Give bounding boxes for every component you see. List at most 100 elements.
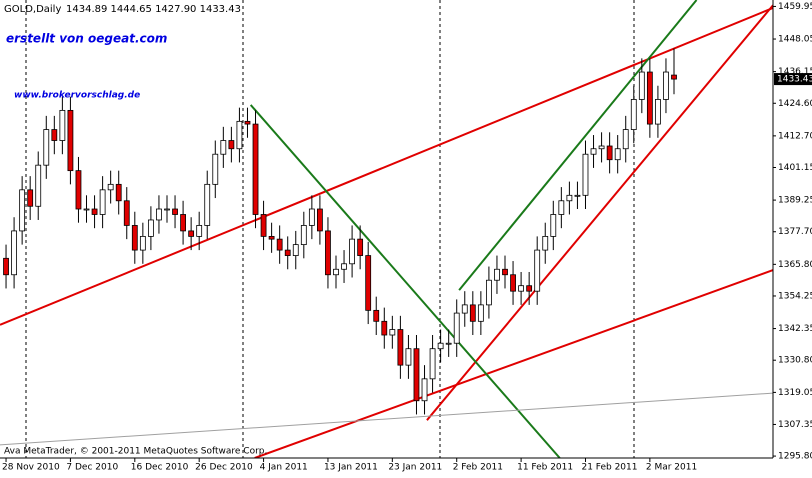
y-tick-label: 1401.15	[778, 163, 812, 173]
candle-body	[244, 120, 251, 125]
candle-body	[437, 342, 444, 350]
candle-body	[646, 71, 653, 125]
candle-body	[655, 99, 661, 125]
candle-body	[606, 145, 613, 161]
candle-body	[300, 225, 307, 246]
footer: Ava MetaTrader, © 2001-2011 MetaQuotes S…	[4, 447, 267, 457]
candle-body	[349, 238, 355, 265]
candle-body	[67, 109, 74, 172]
candle-body	[3, 257, 9, 276]
candle-body	[236, 120, 243, 150]
candle-body	[469, 304, 476, 322]
candle-body	[405, 348, 412, 366]
candle-body	[19, 189, 26, 232]
trendline	[249, 104, 561, 458]
candle-body	[131, 225, 138, 251]
candle-body	[502, 268, 508, 276]
candle-body	[91, 208, 98, 215]
y-tick-label: 1459.95	[778, 2, 812, 12]
candle-body	[558, 200, 565, 215]
y-tick-label: 1365.80	[778, 260, 812, 270]
x-tick-label: 4 Jan 2011	[260, 463, 308, 473]
candle-body	[220, 140, 227, 155]
candle-body	[284, 249, 291, 256]
candle-body	[614, 148, 621, 161]
candle-body	[566, 194, 573, 202]
candles	[3, 48, 677, 415]
candle-body	[526, 285, 533, 292]
x-tick-label: 2 Feb 2011	[453, 463, 503, 473]
candle-body	[139, 235, 146, 251]
x-tick-label: 26 Dec 2010	[195, 463, 253, 473]
candle-body	[486, 279, 492, 306]
candle-body	[147, 219, 154, 237]
candle-body	[622, 129, 629, 150]
candle-body	[333, 268, 339, 276]
y-tick-label: 1342.35	[778, 324, 812, 334]
y-tick-label: 1319.05	[778, 388, 812, 398]
candle-body	[671, 74, 677, 80]
candle-body	[494, 268, 500, 281]
candle-body	[59, 109, 66, 141]
candle-body	[574, 194, 581, 197]
candle-body	[638, 71, 645, 100]
candle-body	[27, 189, 34, 207]
x-tick-label: 16 Dec 2010	[131, 463, 189, 473]
y-tick-label: 1377.70	[778, 227, 812, 237]
candle-body	[156, 208, 162, 221]
candle-body	[445, 342, 452, 345]
candle-body	[413, 348, 420, 402]
candle-body	[115, 183, 122, 202]
trendline	[0, 392, 773, 446]
candle-body	[11, 230, 17, 276]
candle-body	[204, 183, 211, 226]
x-tick-label: 13 Jan 2011	[324, 463, 378, 473]
annotation: erstellt von oegeat.com	[6, 32, 167, 46]
candle-body	[365, 255, 372, 311]
candle-body	[317, 208, 323, 232]
candle-body	[123, 200, 130, 226]
candle-body	[268, 235, 275, 240]
candle-body	[164, 208, 170, 211]
candle-body	[590, 148, 597, 155]
chart-title: GOLD,Daily	[4, 4, 61, 15]
candle-body	[373, 309, 380, 322]
y-tick-label: 1412.70	[778, 131, 812, 141]
y-tick-label: 1307.35	[778, 420, 812, 430]
x-tick-label: 23 Jan 2011	[388, 463, 442, 473]
candle-body	[325, 230, 331, 276]
candle-body	[180, 214, 186, 232]
annotation: www.brokervorschlag.de	[14, 91, 140, 101]
price-label: 1433.43	[777, 75, 812, 85]
x-tick-label: 28 Nov 2010	[2, 463, 60, 473]
trendline	[458, 0, 698, 291]
candle-body	[461, 304, 468, 314]
y-tick-label: 1424.60	[778, 99, 812, 109]
candle-body	[196, 225, 203, 237]
y-tick-label: 1295.80	[778, 452, 812, 462]
trendline	[426, 4, 773, 421]
candle-body	[453, 312, 460, 344]
trendline	[0, 7, 773, 326]
candle-body	[260, 214, 267, 237]
candle-body	[630, 99, 637, 130]
ohlc-header: 1434.89 1444.65 1427.90 1433.43	[66, 4, 241, 15]
candle-body	[429, 348, 436, 380]
candle-body	[518, 285, 525, 292]
y-tick-label: 1448.05	[778, 35, 812, 45]
candle-body	[663, 71, 669, 100]
candle-body	[276, 238, 283, 251]
candle-body	[51, 129, 58, 141]
candle-body	[75, 170, 82, 210]
candle-body	[99, 189, 106, 215]
x-tick-label: 21 Feb 2011	[581, 463, 637, 473]
y-tick-label: 1436.15	[778, 67, 812, 77]
x-tick-label: 7 Dec 2010	[66, 463, 118, 473]
candle-body	[598, 145, 605, 150]
trendline	[254, 269, 773, 458]
candle-body	[228, 140, 235, 150]
candle-body	[172, 208, 178, 215]
y-tick-label: 1354.25	[778, 291, 812, 301]
y-tick-label: 1389.25	[778, 196, 812, 206]
candle-body	[582, 153, 589, 196]
